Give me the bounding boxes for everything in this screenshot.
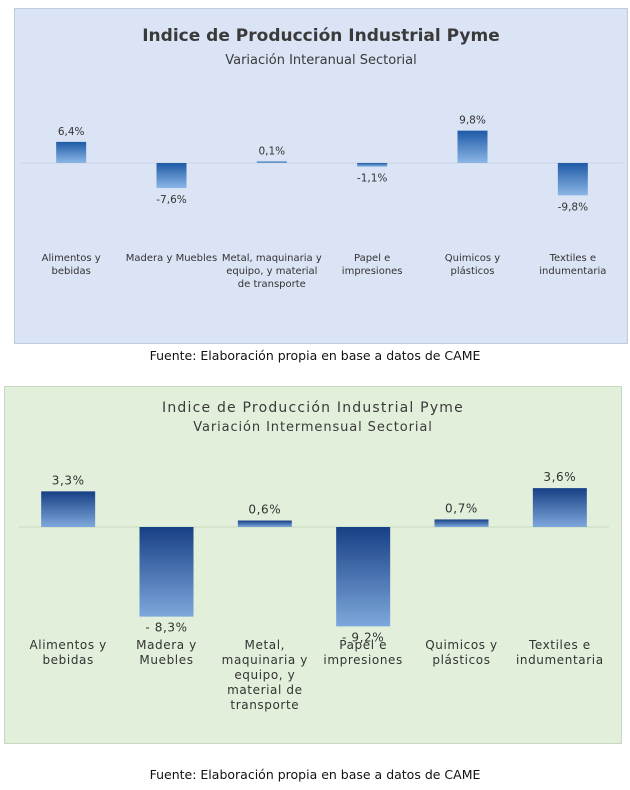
bar-5 [457,130,488,163]
category-label-6: Textiles e indumentaria [539,253,606,277]
data-label-6: -9,8% [558,201,588,213]
category-label-2: Madera y Muebles [136,638,197,667]
bar-2 [139,527,194,617]
chart-subtitle: Variación Interanual Sectorial [225,53,417,68]
bar-3 [237,520,292,527]
category-label-4: Papel e impresiones [323,638,402,667]
data-label-5: 9,8% [459,115,486,127]
bar-5 [434,519,489,527]
chart-panel-interanual: 6,4% Alimentos y bebidas -7,6% Madera y Mueb… [14,8,628,344]
category-label-3: Metal, maquinaria y equipo, y material de … [222,253,322,290]
bar-2 [156,163,187,189]
data-label-1: 6,4% [58,126,85,138]
data-label-3: 0,6% [248,503,281,517]
category-label-1: Alimentos y bebidas [29,638,106,667]
bar-6 [557,163,588,196]
chart-subtitle: Variación Intermensual Sectorial [193,420,433,435]
chart-caption: Fuente: Elaboración propia en base a dat… [149,348,481,363]
data-label-6: 3,6% [543,470,576,484]
category-label-2: Madera y Muebles [126,253,217,264]
category-label-1: Alimentos y bebidas [42,253,101,277]
chart-caption: Fuente: Elaboración propia en base a dat… [149,767,481,782]
data-label-5: 0,7% [445,501,478,515]
bar-6 [532,488,587,527]
category-label-3: Metal, maquinaria y equipo, y material de tr… [222,638,308,712]
category-label-5: Quimicos y plásticos [445,253,501,277]
data-label-4: - 9,2% [342,630,384,644]
data-label-1: 3,3% [52,473,85,487]
chart-title: Indice de Producción Industrial Pyme [162,400,464,416]
bar-1 [41,491,96,527]
chart-panel-intermensual: 3,3% Alimentos y bebidas - 8,3% Madera y Mueb… [4,386,622,744]
bar-4 [357,163,388,167]
bar-1 [56,141,87,163]
bar-4 [336,527,391,627]
category-label-5: Quimicos y plásticos [425,638,498,667]
data-label-2: - 8,3% [145,621,187,635]
data-label-3: 0,1% [258,146,285,158]
category-label-4: Papel e impresiones [342,253,403,277]
category-label-6: Textiles e indumentaria [516,638,604,667]
chart-title: Indice de Producción Industrial Pyme [142,26,500,46]
data-label-2: -7,6% [156,194,186,206]
chart-canvas-intermensual: 3,3% Alimentos y bebidas - 8,3% Madera y Mueb… [19,470,609,712]
bar-3 [256,161,287,163]
chart-canvas-interanual: 6,4% Alimentos y bebidas -7,6% Madera y Mueb… [21,115,623,290]
data-label-4: -1,1% [357,173,387,185]
